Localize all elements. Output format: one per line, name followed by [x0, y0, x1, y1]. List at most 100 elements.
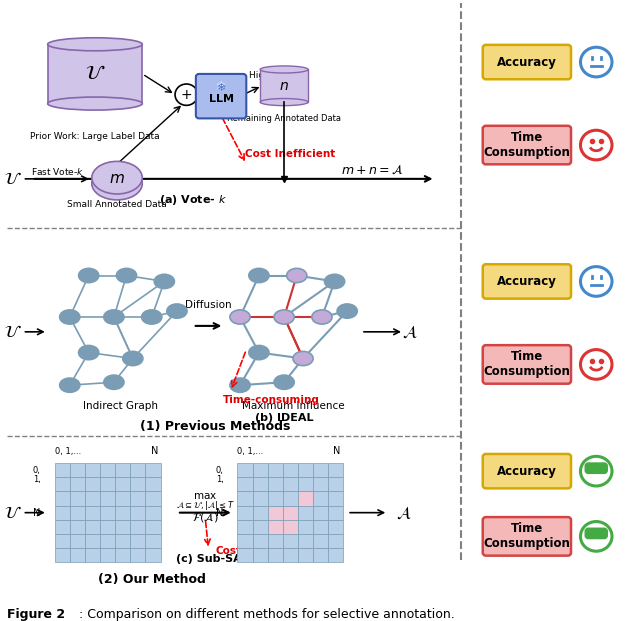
Bar [70, 491, 85, 505]
Bar [145, 534, 161, 548]
Bar [237, 477, 253, 491]
Bar [100, 463, 115, 477]
Bar [268, 477, 283, 491]
Bar [70, 520, 85, 534]
Bar [328, 491, 344, 505]
Ellipse shape [260, 99, 308, 106]
Bar [85, 491, 100, 505]
Bar [115, 505, 131, 520]
Bar [237, 520, 253, 534]
Text: $\max$: $\max$ [193, 491, 218, 501]
Text: Hight Score: Hight Score [250, 71, 302, 79]
Bar [253, 534, 268, 548]
Text: $\mathcal{U}$: $\mathcal{U}$ [84, 65, 105, 83]
Bar [260, 70, 308, 102]
Text: Time
Consumption: Time Consumption [483, 350, 570, 378]
Ellipse shape [249, 268, 269, 283]
Bar [313, 548, 328, 563]
Bar [70, 505, 85, 520]
Text: 0,: 0, [216, 466, 223, 475]
Ellipse shape [312, 310, 332, 324]
Bar [313, 477, 328, 491]
Text: $m + n = \mathcal{A}$: $m + n = \mathcal{A}$ [341, 163, 404, 176]
Text: $\mathcal{U}$: $\mathcal{U}$ [4, 170, 22, 188]
Text: $\mathcal{F}(\mathcal{A})$: $\mathcal{F}(\mathcal{A})$ [192, 511, 219, 524]
Bar [313, 463, 328, 477]
Text: 1,: 1, [33, 474, 41, 484]
Ellipse shape [92, 167, 142, 200]
FancyBboxPatch shape [595, 528, 607, 538]
Bar [85, 463, 100, 477]
Text: Time
Consumption: Time Consumption [483, 522, 570, 550]
Bar [313, 534, 328, 548]
FancyBboxPatch shape [483, 126, 571, 165]
Bar [298, 463, 313, 477]
Text: $n$: $n$ [279, 79, 289, 93]
Bar [283, 520, 298, 534]
Text: $\mathcal{U}$: $\mathcal{U}$ [4, 504, 22, 522]
Ellipse shape [230, 310, 250, 324]
Ellipse shape [274, 310, 294, 324]
Bar [283, 534, 298, 548]
Text: N: N [150, 446, 158, 456]
Bar [237, 505, 253, 520]
Ellipse shape [287, 268, 307, 283]
Bar [268, 520, 283, 534]
Ellipse shape [60, 310, 80, 324]
Bar [131, 477, 145, 491]
Bar [54, 477, 70, 491]
Text: LLM: LLM [209, 94, 234, 104]
Text: Figure 2: Figure 2 [6, 607, 65, 620]
Bar [85, 505, 100, 520]
Text: Accuracy: Accuracy [497, 275, 557, 288]
Bar [131, 520, 145, 534]
Text: (a) Vote- $k$: (a) Vote- $k$ [159, 193, 227, 207]
FancyBboxPatch shape [483, 45, 571, 79]
Text: Diffusion: Diffusion [185, 300, 232, 310]
Ellipse shape [104, 375, 124, 389]
Bar [54, 463, 70, 477]
Ellipse shape [337, 304, 357, 318]
Bar [298, 491, 313, 505]
Bar [328, 505, 344, 520]
Circle shape [580, 522, 612, 551]
Bar [131, 463, 145, 477]
Bar [70, 534, 85, 548]
Bar [145, 477, 161, 491]
Bar [70, 548, 85, 563]
Text: Accuracy: Accuracy [497, 55, 557, 68]
FancyBboxPatch shape [483, 345, 571, 384]
Bar [115, 491, 131, 505]
Bar [328, 520, 344, 534]
Text: Accuracy: Accuracy [497, 465, 557, 478]
Text: $\mathcal{U}$: $\mathcal{U}$ [4, 323, 22, 341]
Bar [115, 548, 131, 563]
FancyBboxPatch shape [585, 463, 598, 473]
Text: N: N [216, 507, 223, 518]
Text: Maximum Influence: Maximum Influence [243, 401, 345, 411]
Bar [298, 520, 313, 534]
Bar [48, 44, 142, 104]
Text: N: N [333, 446, 340, 456]
Bar [253, 505, 268, 520]
Bar [54, 491, 70, 505]
Bar [298, 477, 313, 491]
Bar [85, 520, 100, 534]
Ellipse shape [141, 310, 162, 324]
Bar [313, 505, 328, 520]
Bar [328, 534, 344, 548]
Ellipse shape [123, 351, 143, 366]
Text: 1,: 1, [216, 474, 223, 484]
Bar [100, 520, 115, 534]
FancyBboxPatch shape [483, 454, 571, 488]
Bar [328, 463, 344, 477]
Bar [115, 477, 131, 491]
Ellipse shape [48, 97, 142, 110]
Ellipse shape [249, 345, 269, 360]
Text: Prior Work: Large Label Data: Prior Work: Large Label Data [30, 132, 160, 141]
Ellipse shape [60, 378, 80, 392]
Bar [298, 534, 313, 548]
Bar [131, 534, 145, 548]
Bar [237, 548, 253, 563]
Text: ❄: ❄ [216, 81, 227, 94]
